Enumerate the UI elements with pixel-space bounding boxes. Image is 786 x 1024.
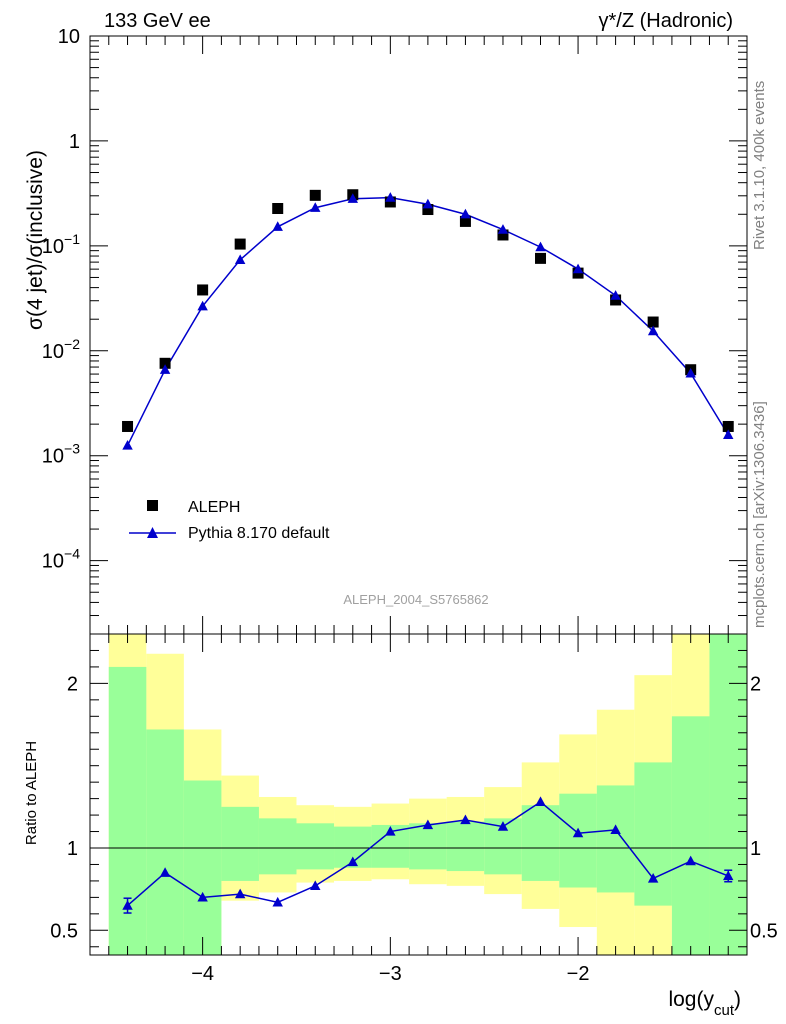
ratio-uncertainty-bands — [108, 634, 747, 955]
x-axis-title: log(ycut) — [668, 988, 741, 1019]
aleph-data-point — [647, 316, 659, 328]
inner-uncertainty-band — [296, 823, 335, 870]
ratio-point — [723, 870, 734, 881]
aleph-data-point — [234, 238, 246, 250]
mc-point — [347, 193, 359, 203]
legend-aleph-label: ALEPH — [188, 499, 240, 516]
ratio-point — [347, 856, 359, 867]
ratio-y-tick-label: 0.5 — [50, 920, 78, 942]
inner-uncertainty-band — [183, 780, 222, 955]
aleph-data-point — [722, 420, 734, 432]
ratio-y-tick-label: 2 — [67, 673, 78, 695]
mc-point — [422, 198, 434, 209]
top-y-tick-label: 10 — [58, 26, 80, 48]
ratio-point — [497, 821, 509, 831]
inner-uncertainty-band — [521, 805, 560, 881]
legend-pythia-marker — [147, 527, 158, 538]
aleph-data-point — [535, 252, 547, 264]
top-y-tick-label: 10−3 — [42, 441, 80, 468]
inner-uncertainty-band — [409, 823, 447, 870]
analysis-label: ALEPH_2004_S5765862 — [343, 592, 488, 607]
mc-point — [685, 367, 696, 378]
mc-point — [272, 221, 283, 231]
ratio-point — [460, 814, 471, 825]
top-y-tick-label: 10−4 — [42, 546, 80, 573]
inner-uncertainty-band — [671, 716, 710, 955]
aleph-data-point — [422, 204, 434, 216]
aleph-data-point — [459, 215, 471, 227]
ratio-point — [122, 900, 133, 910]
ratio-panel-frame — [89, 633, 748, 956]
mc-point — [122, 440, 133, 450]
legend-pythia-label: Pythia 8.170 default — [188, 525, 330, 542]
mc-point — [723, 429, 734, 440]
x-tick-label: −4 — [191, 963, 214, 985]
mc-point — [197, 300, 208, 311]
mcplots-label: mcplots.cern.ch [arXiv:1306.3436] — [751, 401, 768, 628]
ratio-point — [159, 867, 171, 877]
aleph-data-point — [309, 189, 321, 201]
process-label: γ*/Z (Hadronic) — [599, 10, 733, 32]
mc-point — [610, 290, 621, 300]
inner-uncertainty-band — [221, 806, 259, 881]
ratio-point — [610, 824, 621, 835]
top-y-axis-title: σ(4 jet)/σ(inclusive) — [24, 150, 47, 330]
mc-curve — [126, 196, 729, 446]
top-panel-ticks: 10 1 10−1 10−2 10−3 10−4 — [42, 26, 748, 635]
ratio-y-tick-label: 1 — [67, 838, 78, 860]
ratio-y-tick-label-right: 0.5 — [750, 920, 778, 942]
aleph-data-point — [384, 196, 396, 208]
mc-point — [385, 192, 396, 202]
ratio-point — [647, 872, 659, 883]
mc-point — [572, 263, 584, 274]
mc-point — [460, 208, 471, 219]
mc-point — [310, 202, 321, 212]
ratio-point — [572, 827, 584, 838]
ratio-point — [385, 826, 396, 836]
ratio-panel-marks — [122, 796, 734, 914]
ratio-y-tick-label-right: 2 — [750, 673, 761, 695]
legend-aleph-marker — [147, 500, 158, 511]
legend: ALEPH Pythia 8.170 default — [129, 499, 330, 542]
top-y-tick-label: 10−1 — [42, 231, 80, 258]
mc-point — [234, 254, 246, 264]
inner-uncertainty-band — [596, 785, 635, 893]
inner-uncertainty-band — [559, 793, 597, 888]
inner-uncertainty-band — [258, 818, 297, 875]
aleph-data-point — [159, 357, 171, 369]
inner-uncertainty-band — [146, 729, 184, 955]
ratio-point — [272, 896, 283, 907]
ratio-panel-ticks: −4 −3 −2 2 2 1 1 0.5 0.5 — [50, 633, 778, 985]
ratio-y-axis-title: Ratio to ALEPH — [23, 741, 40, 845]
top-y-tick-label: 10−2 — [42, 336, 80, 363]
aleph-data-point — [122, 420, 134, 432]
aleph-data-point — [610, 294, 622, 306]
top-panel-marks — [122, 189, 734, 450]
mc-point — [497, 224, 509, 234]
ratio-point — [197, 891, 208, 902]
ratio-point — [685, 855, 696, 866]
mc-point — [535, 241, 546, 252]
ratio-point — [422, 819, 434, 830]
ratio-point — [310, 880, 321, 890]
inner-uncertainty-band — [634, 762, 672, 906]
energy-label: 133 GeV ee — [104, 10, 211, 32]
ratio-point — [535, 796, 546, 807]
ratio-y-tick-label-right: 1 — [750, 838, 761, 860]
mc-point — [647, 325, 659, 336]
ratio-point — [234, 888, 246, 899]
inner-uncertainty-band — [709, 634, 747, 955]
aleph-data-point — [497, 229, 509, 241]
x-tick-label: −2 — [567, 963, 590, 985]
top-y-tick-label: 1 — [69, 131, 80, 153]
aleph-data-point — [272, 203, 284, 215]
rivet-version-label: Rivet 3.1.10, 400k events — [751, 81, 768, 250]
inner-uncertainty-band — [446, 821, 485, 872]
x-tick-label: −3 — [379, 963, 402, 985]
aleph-data-point — [197, 284, 209, 296]
mc-point — [159, 364, 171, 374]
